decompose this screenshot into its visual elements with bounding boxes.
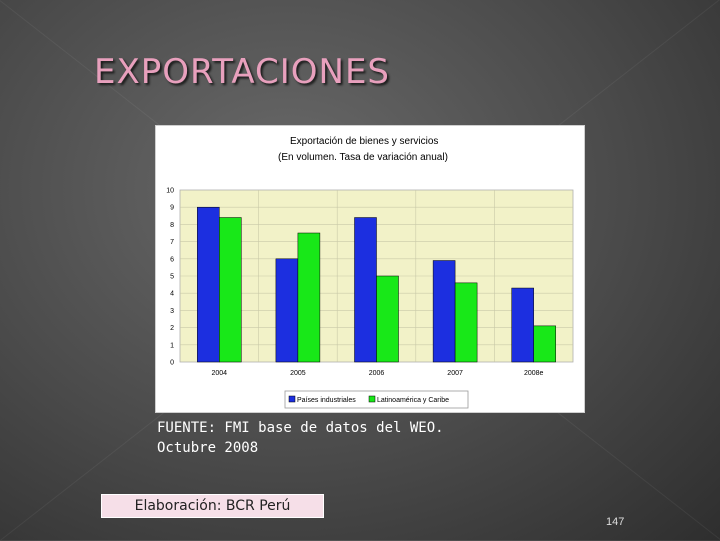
legend-frame <box>284 390 469 409</box>
y-tick-label: 4 <box>170 291 174 298</box>
source-note: FUENTE: FMI base de datos del WEO. Octub… <box>157 418 577 458</box>
y-tick-label: 10 <box>166 188 174 195</box>
y-tick-label: 1 <box>170 342 174 349</box>
bar-latinoamerica-caribe-2004 <box>219 217 242 363</box>
slide-title: EXPORTACIONES <box>94 52 391 92</box>
y-tick-label: 7 <box>170 239 174 246</box>
y-tick-label: 6 <box>170 256 174 263</box>
y-tick-label: 9 <box>170 205 174 212</box>
source-line-2: Octubre 2008 <box>157 440 259 456</box>
bar-latinoamerica-caribe-2007 <box>454 282 478 363</box>
legend-label-paises-industriales: Países industriales <box>297 397 356 404</box>
x-tick-label: 2006 <box>369 370 385 377</box>
page-number: 147 <box>606 516 625 528</box>
bar-latinoamerica-caribe-2008e <box>533 325 556 363</box>
bar-chart: Exportación de bienes y servicios (En vo… <box>155 125 585 413</box>
x-tick-label: 2007 <box>447 370 463 377</box>
y-tick-label: 3 <box>170 308 174 315</box>
bars <box>197 206 556 363</box>
source-line-1: FUENTE: FMI base de datos del WEO. <box>157 420 444 436</box>
x-tick-label: 2004 <box>212 370 228 377</box>
x-tick-label: 2008e <box>524 370 544 377</box>
y-tick-label: 8 <box>170 222 174 229</box>
credit-label: Elaboración: BCR Perú <box>101 494 324 518</box>
bar-paises-industriales-2007 <box>432 260 456 363</box>
chart-title-line-2: (En volumen. Tasa de variación anual) <box>278 152 448 163</box>
y-axis-ticks: 0 1 2 3 4 5 6 7 8 9 10 <box>166 188 174 367</box>
bar-latinoamerica-caribe-2005 <box>297 232 321 363</box>
chart-panel: Exportación de bienes y servicios (En vo… <box>155 125 585 413</box>
bar-paises-industriales-2004 <box>197 206 220 363</box>
legend: Países industriales Latinoamérica y Cari… <box>284 390 469 409</box>
legend-label-latinoamerica-caribe: Latinoamérica y Caribe <box>377 397 449 404</box>
x-tick-label: 2005 <box>290 370 306 377</box>
y-tick-label: 5 <box>170 274 174 281</box>
bar-paises-industriales-2006 <box>354 217 377 363</box>
bar-latinoamerica-caribe-2006 <box>376 275 399 363</box>
y-tick-label: 2 <box>170 325 174 332</box>
chart-title-line-1: Exportación de bienes y servicios <box>290 136 438 147</box>
x-axis-ticks: 2004 2005 2006 2007 2008e <box>212 370 544 377</box>
bar-paises-industriales-2008e <box>511 287 534 363</box>
legend-swatch-paises-industriales <box>288 395 296 403</box>
y-tick-label: 0 <box>170 360 174 367</box>
bar-paises-industriales-2005 <box>275 258 299 363</box>
legend-swatch-latinoamerica-caribe <box>368 395 376 403</box>
